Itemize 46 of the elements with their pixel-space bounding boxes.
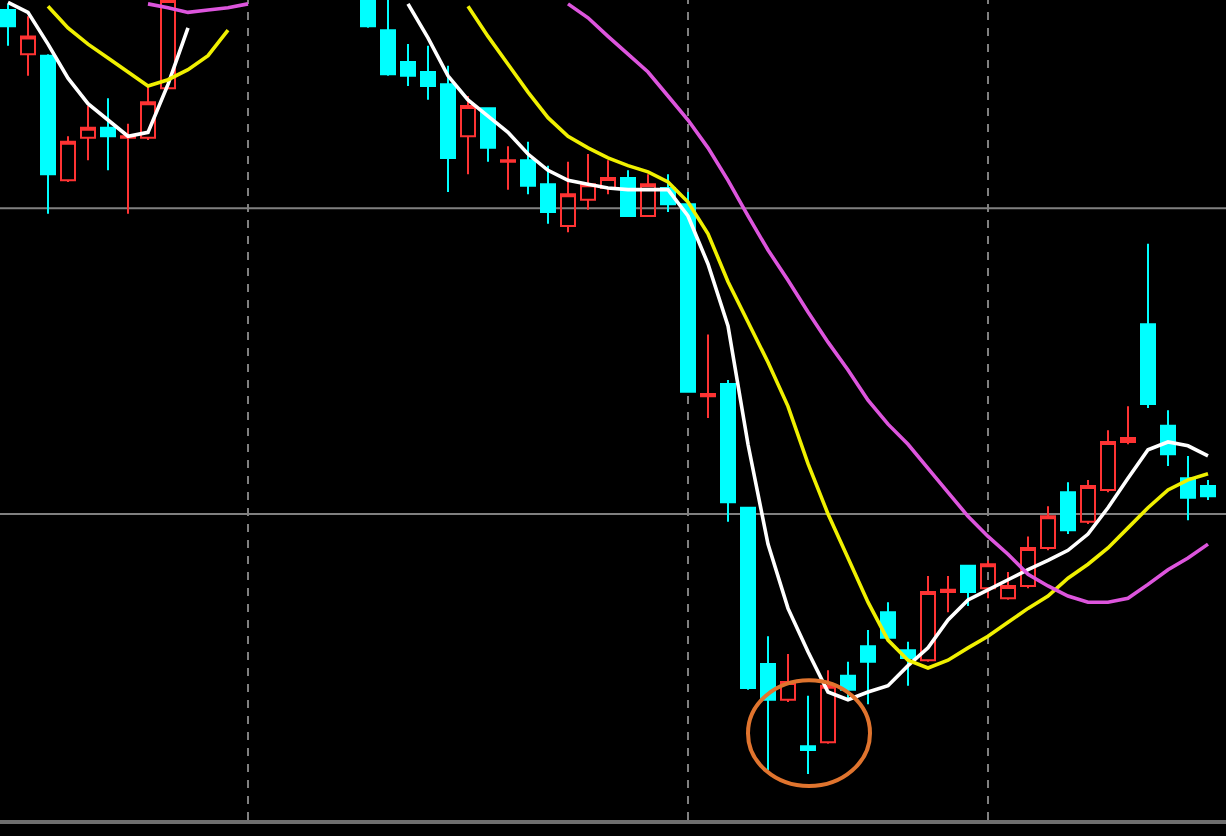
candlestick bbox=[560, 160, 576, 234]
candlestick bbox=[860, 629, 876, 706]
candlestick bbox=[1140, 242, 1156, 409]
candlestick bbox=[740, 506, 756, 691]
candlestick bbox=[540, 164, 556, 225]
candlestick bbox=[1120, 405, 1136, 446]
candlestick bbox=[1000, 571, 1016, 601]
candlestick bbox=[620, 169, 636, 217]
candlestick bbox=[100, 97, 116, 172]
candlestick bbox=[20, 15, 36, 77]
candlestick bbox=[1040, 505, 1056, 552]
candlestick bbox=[80, 105, 96, 162]
candlestick bbox=[780, 653, 796, 704]
candlestick bbox=[460, 94, 476, 176]
candlestick bbox=[840, 660, 856, 701]
candlestick bbox=[680, 190, 696, 393]
candlestick bbox=[940, 574, 956, 614]
candlestick bbox=[960, 564, 976, 608]
candlestick bbox=[420, 44, 436, 101]
candlestick bbox=[820, 669, 836, 745]
candlestick bbox=[160, 0, 176, 90]
candlestick bbox=[140, 84, 156, 142]
candlestick bbox=[720, 379, 736, 523]
candlestick bbox=[760, 635, 776, 772]
candlestick bbox=[120, 122, 136, 215]
candlestick bbox=[600, 159, 616, 196]
candlestick bbox=[400, 43, 416, 87]
candlestick bbox=[440, 64, 456, 193]
candlestick bbox=[640, 173, 656, 217]
candlestick bbox=[700, 333, 716, 419]
candlestick bbox=[1100, 429, 1116, 494]
candlestick bbox=[1060, 481, 1076, 536]
candlestick bbox=[980, 559, 996, 600]
candlestick bbox=[920, 574, 936, 663]
candlestick bbox=[580, 153, 596, 211]
candlestick bbox=[1200, 478, 1216, 502]
candlestick bbox=[1080, 478, 1096, 526]
candlestick bbox=[500, 145, 516, 191]
candlestick bbox=[0, 2, 16, 47]
candlestick bbox=[380, 0, 396, 77]
candlestick bbox=[360, 0, 376, 29]
candlestick bbox=[60, 135, 76, 183]
candlestick bbox=[40, 53, 56, 215]
candlestick bbox=[1020, 535, 1036, 590]
candlestick bbox=[520, 140, 536, 196]
candlestick bbox=[800, 694, 816, 776]
